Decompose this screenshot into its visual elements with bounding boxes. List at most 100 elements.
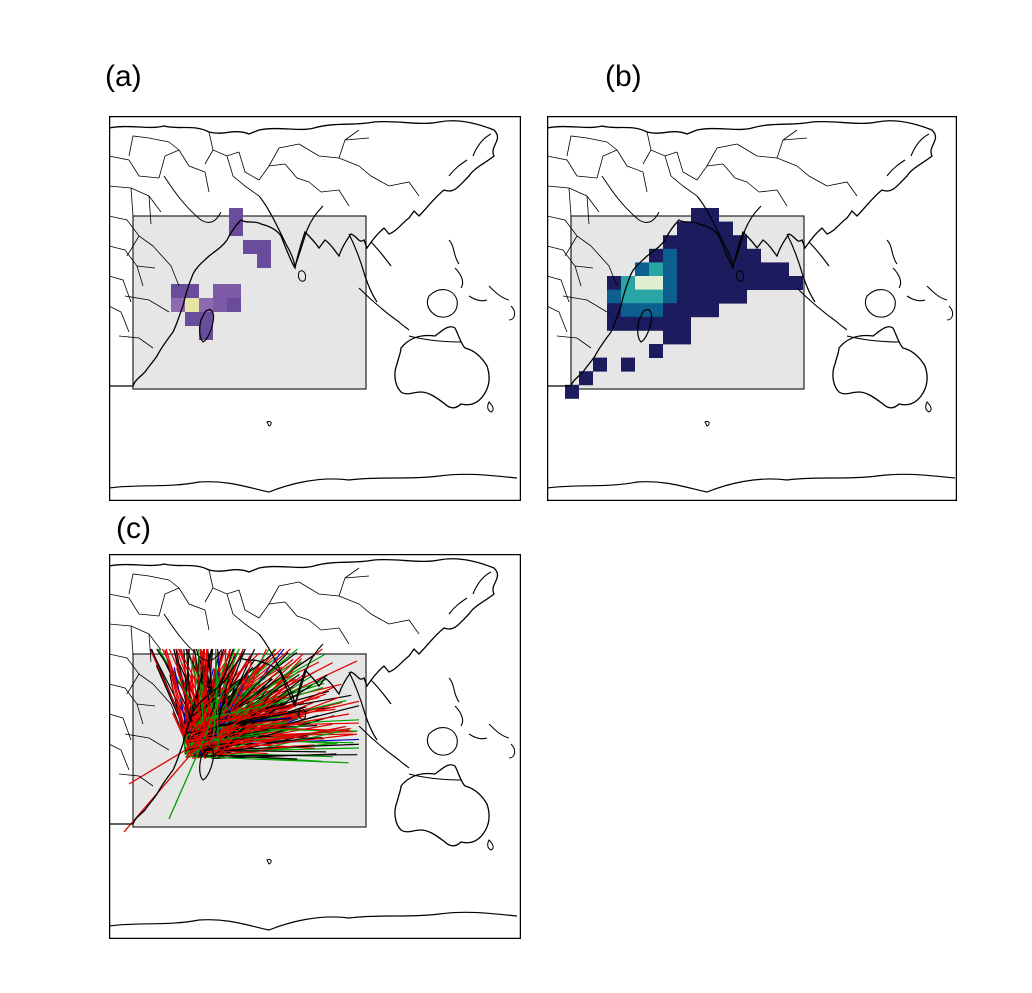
heatmap-cell: [733, 262, 747, 277]
heatmap-cell: [761, 276, 775, 290]
trajectory-line: [202, 648, 209, 738]
map-b: [547, 116, 957, 501]
heatmap-cell: [649, 316, 663, 331]
trajectory-line: [216, 717, 293, 724]
trajectory-line: [215, 648, 219, 747]
heatmap-cell: [705, 208, 719, 222]
trajectory-line: [221, 661, 253, 756]
heatmap-cell: [747, 262, 761, 277]
trajectory-line: [222, 695, 285, 731]
heatmap-cell: [621, 316, 635, 331]
heatmap-cell: [607, 289, 621, 304]
trajectory-line: [219, 659, 234, 742]
trajectory-line: [168, 665, 198, 744]
heatmap-cell: [789, 276, 803, 290]
heatmap-cell: [565, 384, 579, 399]
trajectory-line: [168, 738, 205, 820]
heatmap-cell: [761, 262, 775, 277]
heatmap-cell: [635, 289, 649, 304]
heatmap-cell: [663, 289, 677, 304]
heatmap-cell: [775, 262, 789, 277]
heatmap-cell: [719, 289, 733, 304]
heatmap-cell: [719, 248, 733, 263]
trajectory-line: [157, 648, 205, 722]
heatmap-cell: [705, 262, 719, 277]
trajectory-line: [188, 700, 203, 741]
trajectory-line: [205, 711, 288, 724]
heatmap-cell: [649, 248, 663, 263]
heatmap-cell: [677, 262, 691, 277]
heatmap-cell: [719, 221, 733, 236]
heatmap-cell: [663, 248, 677, 263]
trajectory-line: [197, 648, 205, 729]
heatmap-cell: [733, 276, 747, 290]
heatmap-cell: [677, 276, 691, 290]
heatmap-cell: [677, 316, 691, 331]
heatmap-cell: [621, 357, 635, 372]
trajectory-lines: [123, 648, 360, 833]
heatmap-cell: [593, 357, 607, 372]
heatmap-cell: [663, 330, 677, 345]
trajectory-line: [185, 648, 193, 722]
map-a: [109, 116, 521, 501]
heatmap-cell: [677, 235, 691, 250]
map-panel-c: [109, 554, 521, 939]
heatmap-cell: [733, 289, 747, 304]
heatmap-cell: [705, 235, 719, 250]
trajectory-line: [193, 754, 358, 757]
trajectory-line: [177, 714, 190, 750]
heatmap-cell: [635, 316, 649, 331]
heatmap-cell: [663, 303, 677, 318]
heatmap-cell: [705, 303, 719, 318]
panel-label-c: (c): [116, 512, 151, 545]
trajectory-line: [216, 648, 277, 723]
heatmap-cell: [691, 208, 705, 222]
heatmap-cell: [649, 303, 663, 318]
trajectory-line: [203, 713, 350, 740]
heatmap-cell: [649, 276, 663, 290]
map-panel-b: [547, 116, 957, 501]
heatmap-cell: [649, 262, 663, 277]
trajectory-line: [190, 696, 339, 754]
heatmap-cell: [719, 262, 733, 277]
trajectory-line: [175, 648, 192, 722]
heatmap-cell: [691, 248, 705, 263]
trajectory-line: [192, 727, 351, 751]
heatmap-cell: [621, 303, 635, 318]
trajectory-line: [183, 694, 188, 737]
trajectory-line: [203, 648, 240, 740]
heatmap-cell: [705, 276, 719, 290]
heatmap-cell: [579, 371, 593, 386]
heatmap-cell: [635, 262, 649, 277]
map-panel-a: [109, 116, 521, 501]
heatmap-cell: [663, 235, 677, 250]
heatmap-cell: [663, 316, 677, 331]
heatmap-cell: [607, 276, 621, 290]
heatmap-cell: [677, 303, 691, 318]
panel-label-b: (b): [605, 60, 642, 93]
trajectory-line: [185, 723, 253, 743]
trajectory-line: [183, 648, 190, 727]
trajectory-line: [203, 700, 285, 720]
panel-label-a: (a): [105, 60, 142, 93]
heatmap-cell: [705, 248, 719, 263]
heatmap-cell: [747, 248, 761, 263]
heatmap-cell: [775, 276, 789, 290]
heatmap-cell: [677, 289, 691, 304]
heatmap-cell: [747, 276, 761, 290]
heatmap-cell: [691, 276, 705, 290]
heatmap-cell: [691, 289, 705, 304]
heatmap-cell: [663, 262, 677, 277]
heatmap-cell: [677, 221, 691, 236]
heatmap-cell: [677, 330, 691, 345]
trajectory-line: [128, 738, 205, 785]
trajectory-line: [196, 733, 307, 746]
heatmap-cell: [635, 303, 649, 318]
heatmap-cell: [677, 248, 691, 263]
trajectory-line: [149, 648, 198, 757]
heatmap-cell: [691, 262, 705, 277]
heatmap-cell: [649, 344, 663, 358]
heatmap-cells-b: [565, 208, 803, 399]
trajectory-line: [189, 664, 206, 720]
heatmap-cell: [691, 235, 705, 250]
